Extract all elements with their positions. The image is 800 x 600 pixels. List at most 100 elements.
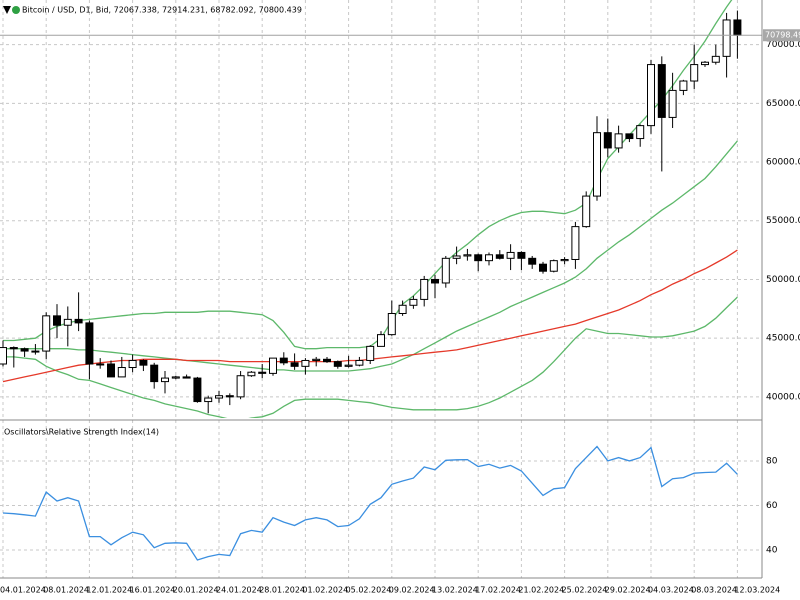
x-tick-label: 08.01.2024 <box>43 586 89 595</box>
x-tick-label: 09.02.2024 <box>389 586 435 595</box>
candle-body <box>269 357 277 374</box>
x-tick-label: 01.02.2024 <box>302 586 348 595</box>
candle-body <box>701 61 709 66</box>
candle-body <box>560 258 569 262</box>
candle-body <box>150 364 159 383</box>
candle-body <box>247 371 256 377</box>
candle-body <box>236 375 245 398</box>
candle-body <box>31 350 40 353</box>
candle-body <box>722 19 731 57</box>
x-tick-label: 04.01.2024 <box>0 586 46 595</box>
candle-body <box>409 298 418 306</box>
candle-body <box>495 254 504 259</box>
candle-body <box>128 359 137 369</box>
x-tick-label: 21.02.2024 <box>518 586 564 595</box>
axis-layer: 40000.000 45000.000 50000.000 55000.000 6000… <box>0 29 800 595</box>
candle-body <box>63 318 72 326</box>
candle-body <box>344 364 353 367</box>
y-tick-label: 60 <box>766 501 778 511</box>
current-price-box <box>763 29 800 42</box>
candle-body <box>193 377 202 403</box>
candle-body <box>625 133 634 140</box>
y-tick-label: 50000.000 <box>766 275 800 285</box>
candle-body <box>0 347 7 365</box>
candle-body <box>528 257 537 265</box>
candle-body <box>431 278 439 284</box>
oscillator-title: Oscillators\Relative Strength Index(14) <box>4 428 159 437</box>
x-tick-label: 25.02.2024 <box>562 586 608 595</box>
candle-body <box>420 278 429 300</box>
candle-body <box>117 367 126 378</box>
candle-body <box>463 254 472 257</box>
candle-body <box>690 64 699 82</box>
x-tick-label: 28.01.2024 <box>259 586 305 595</box>
candle-body <box>204 397 213 403</box>
candle-body <box>593 132 601 197</box>
candle-body <box>657 64 666 118</box>
indicator-line <box>2 445 738 561</box>
candle-body <box>42 315 51 352</box>
x-tick-label: 24.01.2024 <box>216 586 262 595</box>
candle-body <box>290 362 299 367</box>
candle-body <box>53 315 61 326</box>
x-tick-label: 20.01.2024 <box>173 586 219 595</box>
collapse-icon[interactable] <box>3 6 11 14</box>
candle-body <box>366 345 375 361</box>
candle-body <box>377 334 385 347</box>
y-tick-label: 70000.000 <box>766 40 800 50</box>
candle-body <box>333 361 342 367</box>
candle-body <box>733 19 742 36</box>
candle-body <box>355 359 364 366</box>
candle-body <box>603 132 612 149</box>
y-tick-label: 45000.000 <box>766 334 800 344</box>
candle-body <box>571 226 580 260</box>
candle-body <box>441 257 450 284</box>
candle-body <box>452 255 461 259</box>
y-tick-label: 80 <box>766 456 778 466</box>
x-tick-label: 04.03.2024 <box>648 586 694 595</box>
candle-body <box>182 376 191 379</box>
status-icon <box>12 6 20 14</box>
candle-body <box>398 304 407 314</box>
candle-body <box>387 313 396 336</box>
x-tick-label: 12.03.2024 <box>734 586 780 595</box>
candle-body <box>312 358 321 361</box>
x-tick-label: 17.02.2024 <box>475 586 521 595</box>
candle-body <box>323 358 331 363</box>
current-price-label: 70798.492 <box>765 31 800 40</box>
indicator-line <box>3 140 738 372</box>
candle-body <box>161 377 169 383</box>
candle-body <box>668 89 677 118</box>
x-tick-label: 12.01.2024 <box>86 586 132 595</box>
candle-body <box>139 359 148 366</box>
y-tick-label: 40000.000 <box>766 392 800 402</box>
candle-body <box>225 395 234 398</box>
candle-body <box>614 133 623 149</box>
y-tick-label: 40 <box>766 545 778 555</box>
x-tick-label: 13.02.2024 <box>432 586 478 595</box>
candle-body <box>279 357 288 364</box>
rsi-plot <box>2 445 738 561</box>
x-tick-label: 08.03.2024 <box>691 586 737 595</box>
chart-title: Bitcoin / USD, D1, Bid, 72067.338, 72914… <box>22 6 302 15</box>
candle-body <box>647 64 655 127</box>
candle-body <box>474 254 483 262</box>
y-tick-label: 60000.000 <box>766 158 800 168</box>
y-tick-label: 65000.000 <box>766 99 800 109</box>
candle-body <box>74 318 83 324</box>
candle-body <box>96 363 105 366</box>
candle-body <box>9 347 18 350</box>
candle-body <box>636 125 645 140</box>
candle-body <box>549 260 558 272</box>
candle-body <box>171 376 180 379</box>
y-tick-label: 55000.000 <box>766 216 800 226</box>
candle-body <box>517 251 526 259</box>
candle-body <box>258 371 267 374</box>
candle-body <box>20 348 29 352</box>
x-tick-label: 05.02.2024 <box>346 586 392 595</box>
candle-body <box>215 395 223 399</box>
x-tick-label: 29.02.2024 <box>605 586 651 595</box>
